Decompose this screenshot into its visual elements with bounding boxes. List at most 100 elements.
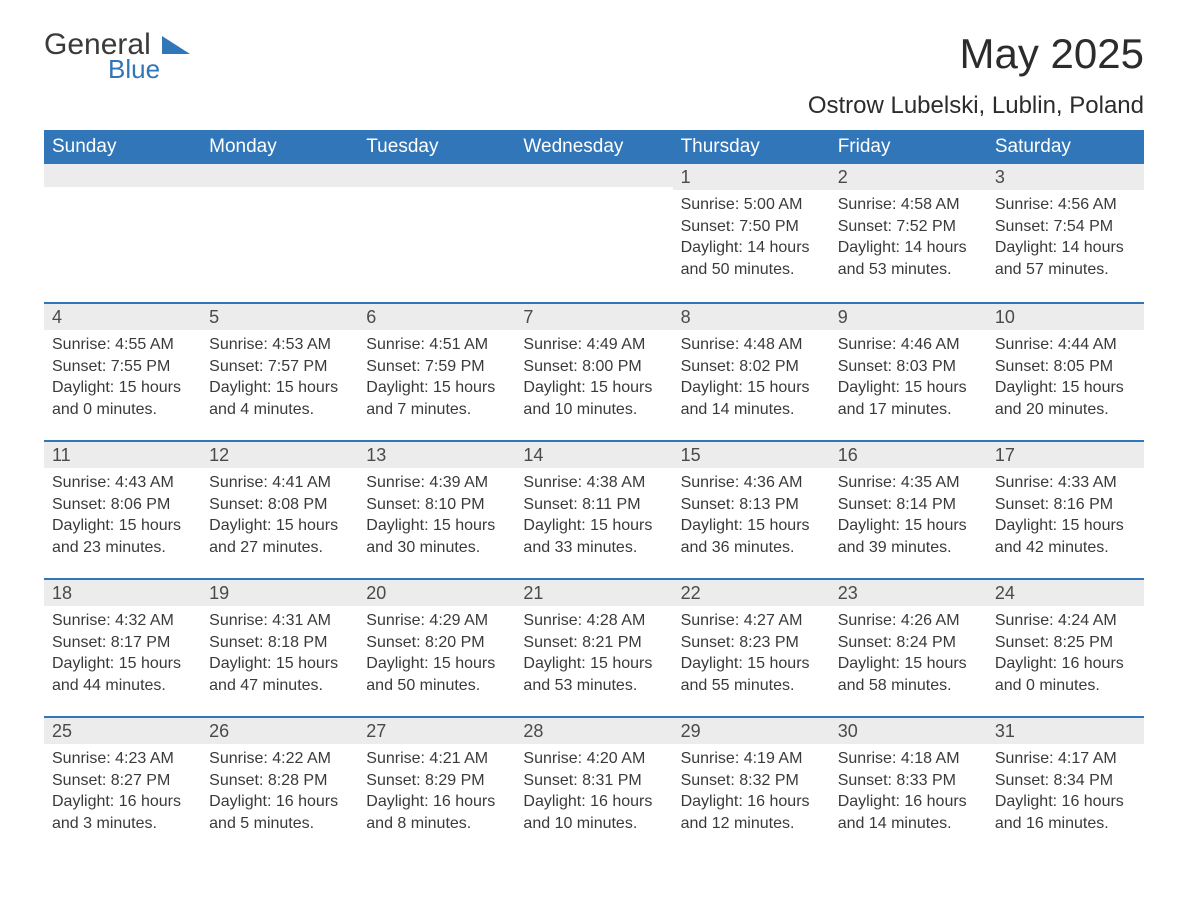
sunrise-text: Sunrise: 4:43 AM	[52, 472, 193, 494]
sunrise-text: Sunrise: 4:33 AM	[995, 472, 1136, 494]
calendar-day-cell: 17Sunrise: 4:33 AMSunset: 8:16 PMDayligh…	[987, 442, 1144, 578]
sunrise-text: Sunrise: 4:49 AM	[523, 334, 664, 356]
sunset-text: Sunset: 8:34 PM	[995, 770, 1136, 792]
calendar-day-cell: 16Sunrise: 4:35 AMSunset: 8:14 PMDayligh…	[830, 442, 987, 578]
sunset-text: Sunset: 8:25 PM	[995, 632, 1136, 654]
day-number: 8	[673, 304, 830, 330]
day-number: 28	[515, 718, 672, 744]
sunset-text: Sunset: 7:59 PM	[366, 356, 507, 378]
calendar-day-cell: 19Sunrise: 4:31 AMSunset: 8:18 PMDayligh…	[201, 580, 358, 716]
day-number: 26	[201, 718, 358, 744]
calendar-day-cell: 9 Sunrise: 4:46 AMSunset: 8:03 PMDaylight…	[830, 304, 987, 440]
day-number: 29	[673, 718, 830, 744]
brand-text-block: General Blue	[44, 30, 160, 85]
brand-logo: General Blue	[44, 30, 198, 85]
calendar-day-cell	[515, 164, 672, 302]
sunset-text: Sunset: 8:31 PM	[523, 770, 664, 792]
day-number: 7	[515, 304, 672, 330]
sunrise-text: Sunrise: 4:35 AM	[838, 472, 979, 494]
calendar-day-cell: 7Sunrise: 4:49 AMSunset: 8:00 PMDaylight…	[515, 304, 672, 440]
calendar-header-cell: Thursday	[673, 130, 830, 164]
location-text: Ostrow Lubelski, Lublin, Poland	[808, 92, 1144, 120]
sunrise-text: Sunrise: 4:55 AM	[52, 334, 193, 356]
sunset-text: Sunset: 8:27 PM	[52, 770, 193, 792]
sunrise-text: Sunrise: 5:00 AM	[681, 194, 822, 216]
daylight-text: Daylight: 16 hours and 12 minutes.	[681, 791, 822, 834]
daylight-text: Daylight: 16 hours and 10 minutes.	[523, 791, 664, 834]
daylight-text: Daylight: 15 hours and 50 minutes.	[366, 653, 507, 696]
sunset-text: Sunset: 8:17 PM	[52, 632, 193, 654]
sunset-text: Sunset: 8:06 PM	[52, 494, 193, 516]
day-number: 30	[830, 718, 987, 744]
calendar-day-cell: 14Sunrise: 4:38 AMSunset: 8:11 PMDayligh…	[515, 442, 672, 578]
sunset-text: Sunset: 7:54 PM	[995, 216, 1136, 238]
daylight-text: Daylight: 15 hours and 47 minutes.	[209, 653, 350, 696]
day-number: 4	[44, 304, 201, 330]
title-block: May 2025 Ostrow Lubelski, Lublin, Poland	[808, 30, 1144, 120]
daylight-text: Daylight: 15 hours and 17 minutes.	[838, 377, 979, 420]
day-number: 25	[44, 718, 201, 744]
sunset-text: Sunset: 8:03 PM	[838, 356, 979, 378]
sunrise-text: Sunrise: 4:22 AM	[209, 748, 350, 770]
sunrise-text: Sunrise: 4:20 AM	[523, 748, 664, 770]
calendar-day-cell: 30 Sunrise: 4:18 AMSunset: 8:33 PMDayligh…	[830, 718, 987, 854]
sunset-text: Sunset: 8:16 PM	[995, 494, 1136, 516]
sunrise-text: Sunrise: 4:28 AM	[523, 610, 664, 632]
sunrise-text: Sunrise: 4:38 AM	[523, 472, 664, 494]
calendar-day-cell: 27Sunrise: 4:21 AMSunset: 8:29 PMDayligh…	[358, 718, 515, 854]
sunset-text: Sunset: 7:50 PM	[681, 216, 822, 238]
daylight-text: Daylight: 15 hours and 44 minutes.	[52, 653, 193, 696]
calendar-day-cell: 26Sunrise: 4:22 AMSunset: 8:28 PMDayligh…	[201, 718, 358, 854]
daylight-text: Daylight: 16 hours and 14 minutes.	[838, 791, 979, 834]
daylight-text: Daylight: 16 hours and 8 minutes.	[366, 791, 507, 834]
sunrise-text: Sunrise: 4:41 AM	[209, 472, 350, 494]
daylight-text: Daylight: 15 hours and 20 minutes.	[995, 377, 1136, 420]
calendar-day-cell: 12Sunrise: 4:41 AMSunset: 8:08 PMDayligh…	[201, 442, 358, 578]
sunset-text: Sunset: 7:55 PM	[52, 356, 193, 378]
sunrise-text: Sunrise: 4:17 AM	[995, 748, 1136, 770]
calendar-day-cell: 8Sunrise: 4:48 AMSunset: 8:02 PMDaylight…	[673, 304, 830, 440]
calendar-week-row: 4Sunrise: 4:55 AMSunset: 7:55 PMDaylight…	[44, 302, 1144, 440]
daylight-text: Daylight: 15 hours and 42 minutes.	[995, 515, 1136, 558]
day-number: 6	[358, 304, 515, 330]
daylight-text: Daylight: 16 hours and 0 minutes.	[995, 653, 1136, 696]
day-number: 10	[987, 304, 1144, 330]
day-number: 9	[830, 304, 987, 330]
daylight-text: Daylight: 15 hours and 55 minutes.	[681, 653, 822, 696]
calendar-day-cell: 10 Sunrise: 4:44 AMSunset: 8:05 PMDayligh…	[987, 304, 1144, 440]
sunrise-text: Sunrise: 4:26 AM	[838, 610, 979, 632]
day-number: 12	[201, 442, 358, 468]
daylight-text: Daylight: 15 hours and 58 minutes.	[838, 653, 979, 696]
day-number: 14	[515, 442, 672, 468]
day-number: 5	[201, 304, 358, 330]
sunset-text: Sunset: 8:33 PM	[838, 770, 979, 792]
daylight-text: Daylight: 14 hours and 50 minutes.	[681, 237, 822, 280]
calendar-week-row: 18Sunrise: 4:32 AMSunset: 8:17 PMDayligh…	[44, 578, 1144, 716]
calendar-day-cell: 13Sunrise: 4:39 AMSunset: 8:10 PMDayligh…	[358, 442, 515, 578]
daylight-text: Daylight: 15 hours and 0 minutes.	[52, 377, 193, 420]
sunrise-text: Sunrise: 4:46 AM	[838, 334, 979, 356]
daylight-text: Daylight: 16 hours and 16 minutes.	[995, 791, 1136, 834]
calendar-day-cell: 22Sunrise: 4:27 AMSunset: 8:23 PMDayligh…	[673, 580, 830, 716]
calendar-week-row: 11Sunrise: 4:43 AMSunset: 8:06 PMDayligh…	[44, 440, 1144, 578]
calendar-body: 1Sunrise: 5:00 AMSunset: 7:50 PMDaylight…	[44, 164, 1144, 854]
day-number: 1	[673, 164, 830, 190]
calendar-day-cell: 25Sunrise: 4:23 AMSunset: 8:27 PMDayligh…	[44, 718, 201, 854]
calendar-day-cell: 2Sunrise: 4:58 AMSunset: 7:52 PMDaylight…	[830, 164, 987, 302]
sunrise-text: Sunrise: 4:44 AM	[995, 334, 1136, 356]
calendar-week-row: 1 Sunrise: 5:00 AMSunset: 7:50 PMDaylight…	[44, 164, 1144, 302]
calendar-day-cell: 5Sunrise: 4:53 AMSunset: 7:57 PMDaylight…	[201, 304, 358, 440]
calendar-day-cell: 20Sunrise: 4:29 AMSunset: 8:20 PMDayligh…	[358, 580, 515, 716]
calendar-day-cell: 23Sunrise: 4:26 AMSunset: 8:24 PMDayligh…	[830, 580, 987, 716]
sunrise-text: Sunrise: 4:19 AM	[681, 748, 822, 770]
calendar-header-row: SundayMondayTuesdayWednesdayThursdayFrid…	[44, 130, 1144, 164]
sunrise-text: Sunrise: 4:31 AM	[209, 610, 350, 632]
sunrise-text: Sunrise: 4:36 AM	[681, 472, 822, 494]
sunrise-text: Sunrise: 4:18 AM	[838, 748, 979, 770]
calendar-header-cell: Monday	[201, 130, 358, 164]
sunset-text: Sunset: 8:05 PM	[995, 356, 1136, 378]
sunrise-text: Sunrise: 4:56 AM	[995, 194, 1136, 216]
day-number: 31	[987, 718, 1144, 744]
page-title: May 2025	[808, 30, 1144, 78]
calendar-day-cell: 4 Sunrise: 4:55 AMSunset: 7:55 PMDaylight…	[44, 304, 201, 440]
